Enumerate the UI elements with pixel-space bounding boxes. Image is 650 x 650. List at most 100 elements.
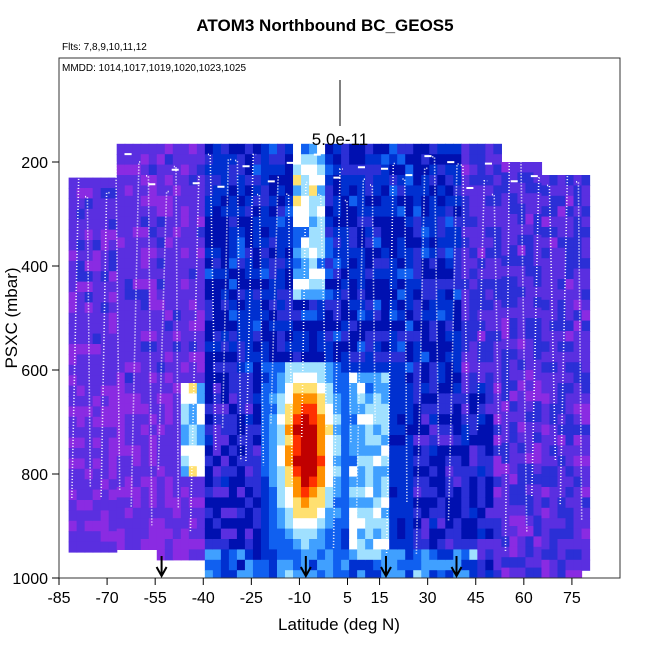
heat-cell	[501, 494, 510, 506]
heat-cell	[293, 341, 302, 353]
heat-cell	[453, 559, 462, 571]
heat-cell	[357, 341, 366, 353]
heat-cell	[76, 271, 86, 283]
heat-cell	[333, 570, 342, 578]
heat-cell	[509, 505, 519, 517]
heat-cell	[533, 203, 543, 215]
heat-cell	[549, 195, 559, 207]
heat-cell	[365, 549, 374, 561]
heat-cell	[172, 185, 182, 197]
heat-cell	[565, 466, 575, 478]
heat-cell	[397, 549, 406, 561]
flight-profile-dotted	[71, 153, 583, 554]
heat-cell	[108, 208, 118, 220]
heat-cell	[349, 383, 358, 394]
heat-cell	[501, 286, 510, 298]
heat-cell	[453, 393, 462, 405]
heat-cell	[461, 455, 470, 467]
heat-cell	[100, 531, 110, 543]
heat-cell	[381, 487, 390, 498]
heat-cell	[252, 299, 262, 311]
heat-cell	[517, 442, 527, 454]
heat-cell	[293, 445, 302, 457]
heat-cell	[285, 435, 294, 446]
heat-cell	[196, 539, 206, 550]
heat-cell	[581, 258, 591, 270]
heat-cell	[156, 383, 166, 394]
heat-cell	[244, 310, 254, 322]
heat-cell	[373, 383, 382, 394]
heat-cell	[485, 466, 494, 478]
heat-cell	[405, 206, 414, 218]
heat-cell	[405, 393, 414, 405]
heat-cell	[573, 507, 583, 519]
heat-cell	[140, 476, 150, 488]
heat-cell	[573, 341, 583, 353]
heat-cell	[565, 299, 575, 311]
heat-cell	[437, 507, 446, 519]
heat-cell	[397, 518, 406, 530]
heat-cell	[421, 497, 430, 509]
heat-cell	[461, 570, 470, 578]
heat-cell	[541, 341, 551, 353]
heat-cell	[501, 390, 510, 402]
heat-cell	[244, 320, 254, 332]
heat-cell	[429, 570, 438, 578]
heat-cell	[124, 341, 134, 353]
heat-cell	[108, 541, 118, 553]
heat-cell	[485, 528, 494, 540]
heat-cell	[501, 567, 510, 578]
heat-cell	[477, 351, 486, 363]
heat-cell	[260, 383, 270, 394]
heat-cell	[373, 570, 382, 578]
heat-cell	[525, 442, 535, 454]
heat-cell	[429, 237, 438, 249]
heat-cell	[549, 289, 559, 301]
heat-cell	[357, 164, 366, 176]
heat-cell	[301, 497, 310, 509]
heat-cell	[212, 372, 222, 384]
heat-cell	[204, 237, 214, 249]
heat-cell	[421, 154, 430, 166]
heat-cell	[68, 188, 78, 199]
heat-cell	[469, 476, 478, 488]
heat-cell	[429, 528, 438, 540]
heat-cell	[541, 507, 551, 519]
heat-cell	[212, 528, 222, 540]
heat-cell	[341, 414, 350, 426]
heat-cell	[365, 559, 374, 571]
heat-cell	[148, 351, 158, 363]
heat-cell	[565, 435, 575, 446]
heat-cell	[413, 279, 422, 290]
heat-cell	[469, 154, 478, 166]
heat-cell	[549, 549, 559, 561]
heat-cell	[573, 455, 583, 467]
heat-cell	[381, 320, 390, 332]
heat-cell	[373, 362, 382, 374]
heat-cell	[140, 247, 150, 259]
heat-cell	[76, 240, 86, 251]
heat-cell	[453, 549, 462, 561]
heat-cell	[188, 299, 198, 311]
heat-cell	[204, 227, 214, 238]
heat-cell	[485, 216, 494, 228]
heat-cell	[325, 549, 334, 561]
heat-cell	[172, 206, 182, 218]
heat-cell	[349, 403, 358, 415]
heat-cell	[501, 432, 510, 444]
heat-cell	[581, 403, 591, 415]
heat-cell	[413, 206, 422, 218]
heat-cell	[220, 247, 230, 259]
heat-cell	[405, 299, 414, 311]
heat-cell	[477, 279, 486, 290]
heat-cell	[517, 390, 527, 402]
heat-cell	[204, 445, 214, 457]
heat-cell	[132, 476, 142, 488]
heat-cell	[437, 268, 446, 280]
heat-cell	[477, 175, 486, 186]
heat-cell	[429, 320, 438, 332]
heat-cell	[236, 539, 246, 550]
heat-cell	[461, 185, 470, 197]
heat-cell	[68, 240, 78, 251]
heat-cell	[349, 310, 358, 322]
